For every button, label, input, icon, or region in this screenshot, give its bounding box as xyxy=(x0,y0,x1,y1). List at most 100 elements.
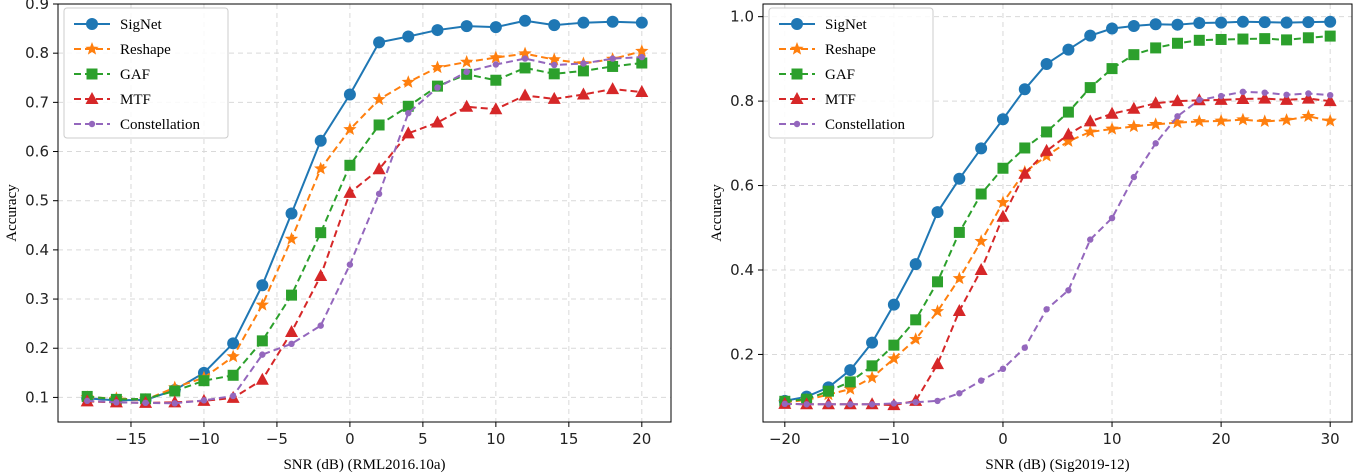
legend: SigNet Reshape GAF MTF Constellation xyxy=(63,7,229,139)
legend-box xyxy=(63,7,229,139)
data-point xyxy=(1084,82,1096,94)
data-point xyxy=(1217,92,1225,100)
data-point xyxy=(822,385,834,397)
data-point xyxy=(1106,22,1119,35)
data-point xyxy=(606,15,619,28)
data-point xyxy=(255,372,269,385)
data-point xyxy=(887,351,901,365)
data-point xyxy=(1061,127,1075,140)
x-tick-label: 20 xyxy=(1212,430,1231,448)
data-point xyxy=(1193,17,1206,29)
data-point xyxy=(996,113,1009,126)
data-point xyxy=(1105,121,1119,135)
series-constellation xyxy=(83,53,646,407)
data-point xyxy=(373,36,386,49)
data-point xyxy=(1323,113,1337,127)
data-point xyxy=(489,50,503,64)
legend-marker xyxy=(85,42,99,55)
series-gaf xyxy=(81,57,648,405)
data-point xyxy=(169,385,181,397)
data-point xyxy=(286,289,298,301)
data-point xyxy=(519,62,531,74)
data-point xyxy=(953,226,965,238)
x-tick-label: −10 xyxy=(188,430,220,448)
y-tick-label: 0.6 xyxy=(730,177,754,195)
data-point xyxy=(635,44,649,57)
data-point xyxy=(1128,49,1140,61)
data-point xyxy=(518,46,532,60)
x-tick-label: 5 xyxy=(418,430,428,448)
data-point xyxy=(227,369,239,381)
data-point xyxy=(1170,94,1184,107)
y-tick-label: 0.8 xyxy=(730,92,754,110)
data-point xyxy=(975,188,987,200)
data-point xyxy=(1236,15,1249,28)
data-point xyxy=(1018,166,1032,179)
data-point xyxy=(975,142,988,155)
x-tick-label: −15 xyxy=(115,430,147,448)
data-point xyxy=(1215,33,1227,45)
x-axis-label: SNR (dB) (Sig2019-12) xyxy=(985,457,1129,473)
y-tick-label: 0.3 xyxy=(25,290,49,308)
data-point xyxy=(890,400,898,407)
data-point xyxy=(1236,112,1250,126)
data-point xyxy=(463,68,470,76)
x-tick-label: 0 xyxy=(998,430,1008,448)
data-point xyxy=(868,401,876,408)
y-tick-label: 0.8 xyxy=(25,44,49,62)
data-point xyxy=(1040,57,1053,70)
data-point xyxy=(314,268,328,281)
data-point xyxy=(142,399,149,407)
data-point xyxy=(1302,32,1314,44)
legend-box xyxy=(768,7,934,139)
data-point xyxy=(1083,114,1097,127)
legend-label: GAF xyxy=(825,67,855,83)
data-point xyxy=(825,401,832,408)
data-point xyxy=(489,21,502,34)
data-point xyxy=(372,162,386,175)
legend-label: Reshape xyxy=(825,42,876,58)
data-point xyxy=(909,258,922,271)
data-point xyxy=(288,340,295,348)
data-point xyxy=(952,303,966,316)
y-tick-label: 0.6 xyxy=(25,143,49,161)
data-point xyxy=(401,75,415,88)
data-point xyxy=(551,61,558,69)
data-point xyxy=(1326,92,1334,99)
data-point xyxy=(931,206,944,219)
y-axis-label: Accuracy xyxy=(4,184,20,242)
data-point xyxy=(83,397,91,405)
data-point xyxy=(1149,96,1163,109)
data-point xyxy=(343,88,356,101)
data-point xyxy=(402,30,415,43)
plot-frame xyxy=(762,3,1353,423)
data-point xyxy=(373,119,385,131)
data-point xyxy=(1130,173,1138,181)
data-point xyxy=(314,161,328,175)
data-point xyxy=(547,52,561,66)
legend-label: MTF xyxy=(825,92,856,108)
x-tick-label: −10 xyxy=(878,430,910,448)
data-point xyxy=(843,382,857,395)
series-line xyxy=(784,90,1331,406)
data-point xyxy=(1170,115,1185,129)
data-point xyxy=(430,115,444,128)
data-point xyxy=(1305,90,1312,97)
data-point xyxy=(434,84,441,91)
data-point xyxy=(460,99,474,112)
data-point xyxy=(1087,236,1094,243)
data-point xyxy=(1061,134,1076,147)
data-point xyxy=(576,87,590,100)
data-point xyxy=(912,398,919,406)
data-point xyxy=(606,82,620,95)
data-point xyxy=(200,397,208,404)
data-point xyxy=(314,134,327,147)
data-point xyxy=(1043,306,1050,313)
x-tick-label: 30 xyxy=(1321,430,1340,448)
data-point xyxy=(492,61,500,68)
data-point xyxy=(956,390,963,397)
x-tick-label: 0 xyxy=(345,430,355,448)
data-point xyxy=(1152,140,1159,147)
data-point xyxy=(635,16,648,29)
data-point xyxy=(375,190,383,198)
